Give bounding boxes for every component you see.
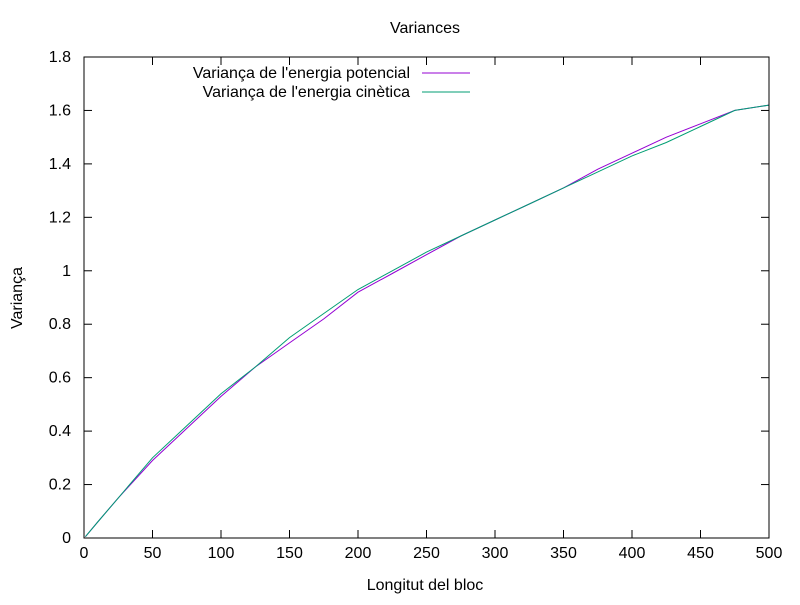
y-tick-label: 1.8 bbox=[49, 49, 71, 66]
legend-label-2: Variança de l'energia cinètica bbox=[203, 84, 410, 101]
plot-frame bbox=[83, 56, 770, 539]
y-tick-label: 0.6 bbox=[49, 370, 71, 387]
chart-title: Variances bbox=[390, 20, 460, 37]
y-tick-label: 1.2 bbox=[49, 209, 71, 226]
series-line-2 bbox=[85, 104, 770, 538]
x-axis-label: Longitut del bloc bbox=[367, 577, 484, 594]
x-tick-label: 400 bbox=[619, 545, 646, 562]
y-tick-label: 1.4 bbox=[49, 156, 71, 173]
legend-label-1: Variança de l'energia potencial bbox=[193, 65, 410, 82]
y-tick-label: 1.6 bbox=[49, 102, 71, 119]
x-tick-label: 300 bbox=[482, 545, 509, 562]
x-tick-label: 150 bbox=[276, 545, 303, 562]
series-layer bbox=[85, 104, 770, 538]
y-axis-label: Variança bbox=[9, 267, 26, 329]
x-tick-label: 450 bbox=[687, 545, 714, 562]
y-tick-label: 0.4 bbox=[49, 423, 71, 440]
y-tick-label: 0 bbox=[62, 530, 71, 547]
ticks-layer: 0 50 100 150 200 250 300 350 400 450 500 0 0.2 0.4 0.6… bbox=[49, 49, 783, 562]
x-tick-label: 50 bbox=[144, 545, 162, 562]
y-tick-label: 0.8 bbox=[49, 316, 71, 333]
x-tick-label: 0 bbox=[80, 545, 89, 562]
x-tick-label: 250 bbox=[413, 545, 440, 562]
series-line-1 bbox=[85, 104, 770, 538]
x-tick-label: 500 bbox=[756, 545, 783, 562]
y-tick-label: 0.2 bbox=[49, 477, 71, 494]
legend: Variança de l'energia potencial Variança … bbox=[193, 65, 470, 101]
x-tick-label: 350 bbox=[550, 545, 577, 562]
x-tick-label: 200 bbox=[345, 545, 372, 562]
x-tick-label: 100 bbox=[208, 545, 235, 562]
y-tick-label: 1 bbox=[62, 263, 71, 280]
